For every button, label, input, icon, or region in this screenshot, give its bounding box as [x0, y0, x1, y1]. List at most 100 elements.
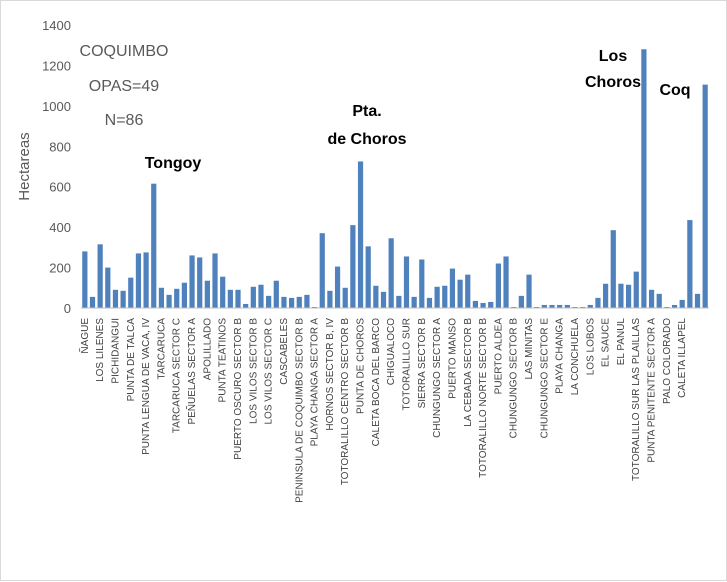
bar [220, 276, 226, 308]
bar [648, 289, 655, 308]
x-tick-label: LOS VILOS SECTOR B [248, 318, 259, 424]
bar [350, 225, 356, 308]
bar [258, 284, 264, 308]
bar [656, 293, 662, 308]
bar [495, 263, 501, 308]
bar [304, 294, 310, 308]
bar [380, 291, 387, 308]
bar [426, 297, 433, 308]
chart-annotation: Coq [659, 82, 690, 99]
x-tick-label: PUNTA LENGUA DE VACA, IV [141, 318, 152, 455]
bar [549, 304, 555, 308]
y-tick-label: 400 [49, 220, 71, 235]
bar [204, 280, 210, 308]
bar [82, 251, 88, 308]
bar [342, 287, 348, 308]
bar [135, 253, 142, 308]
bar [289, 297, 295, 308]
x-tick-label: PALO COLORADO [662, 318, 673, 404]
x-tick-label: TOTORALILLO CENTRO SECTOR B [340, 318, 351, 486]
x-tick-label: LAS MINITAS [524, 318, 535, 380]
x-tick-label: APOLILLADO [202, 318, 213, 380]
bar [442, 285, 448, 308]
bar [518, 295, 524, 308]
bar [334, 266, 341, 308]
chart-note: COQUIMBO [80, 43, 169, 60]
x-tick-label: CHUNGUNGO SECTOR B [509, 318, 520, 439]
bar [587, 304, 593, 308]
bar [396, 295, 402, 308]
x-tick-label: HORNOS SECTOR B, IV [325, 318, 336, 431]
bar [465, 274, 471, 308]
x-tick-label: CHIGUALOCO [386, 318, 397, 385]
bar [595, 297, 601, 308]
bar [671, 304, 678, 308]
bar [143, 252, 149, 308]
bar [174, 288, 180, 308]
bar [89, 296, 96, 308]
bar [311, 306, 318, 308]
bar [181, 282, 187, 308]
y-axis-label: Hectareas [16, 132, 33, 200]
x-tick-label: LA CONCHUELA [570, 318, 581, 396]
x-tick-label: PLAYA CHANGA [555, 318, 566, 394]
y-tick-label: 200 [49, 261, 71, 276]
y-tick-label: 1200 [42, 58, 71, 73]
bar [273, 280, 279, 308]
bar [511, 306, 517, 308]
x-tick-label: LA CEBADA SECTOR B [463, 318, 474, 427]
x-tick-label: CALETA BOCA DEL BARCO [371, 318, 382, 447]
bar [197, 257, 203, 308]
bar [166, 294, 172, 308]
bar [388, 238, 394, 308]
bar [419, 259, 425, 308]
x-tick-label: TOTORALILLO NORTE SECTOR B [478, 318, 489, 478]
bar [449, 268, 456, 308]
bar [403, 256, 410, 308]
bar [250, 286, 256, 308]
bar [266, 295, 272, 308]
bar [572, 306, 578, 308]
x-tick-label: PUNTA DE CHOROS [356, 318, 367, 414]
bar [641, 49, 647, 308]
y-tick-label: 1400 [42, 18, 71, 33]
bar [457, 279, 463, 308]
bar [503, 256, 509, 308]
x-tick-label: LOS VILOS SECTOR C [264, 318, 275, 425]
x-tick-label: PENINSULA DE COQUIMBO SECTOR B [294, 318, 305, 503]
bar [694, 293, 701, 308]
x-tick-label: PLAYA CHANGA SECTOR A [310, 318, 321, 447]
x-tick-label: PUNTA DE TALCA [126, 318, 137, 402]
bar [664, 306, 670, 308]
x-tick-label: TOTORALILLO SUR [401, 318, 412, 410]
x-tick-label: PUERTO MANSO [447, 318, 458, 399]
y-tick-label: 0 [64, 301, 71, 316]
x-tick-label: PUNTA PENITENTE SECTOR A [647, 318, 658, 463]
bar [488, 301, 494, 308]
y-tick-label: 600 [49, 180, 71, 195]
x-tick-label: PUERTO ALDEA [493, 318, 504, 395]
bar [120, 290, 126, 308]
chart-annotation: de Choros [327, 131, 406, 148]
bar [633, 271, 639, 308]
bar [319, 233, 325, 308]
x-tick-label: TARCARUCA [156, 318, 167, 380]
x-tick-label: CHUNGUNGO SECTOR A [432, 318, 443, 438]
bar [112, 289, 119, 308]
x-tick-label: SIERRA SECTOR B [417, 318, 428, 409]
x-tick-label: CHUNGUNGO SECTOR E [539, 318, 550, 439]
x-tick-label: LOS LOBOS [585, 318, 596, 376]
bar [411, 296, 417, 308]
bar [434, 286, 440, 308]
bar [158, 287, 165, 308]
bar [357, 161, 364, 308]
x-tick-label: ÑAGUE [78, 318, 91, 354]
bar [625, 284, 632, 308]
bar [480, 302, 486, 308]
bar [580, 306, 586, 308]
chart-annotation: Pta. [352, 103, 381, 120]
bar [557, 304, 563, 308]
bar [212, 253, 218, 308]
bar [603, 283, 609, 308]
